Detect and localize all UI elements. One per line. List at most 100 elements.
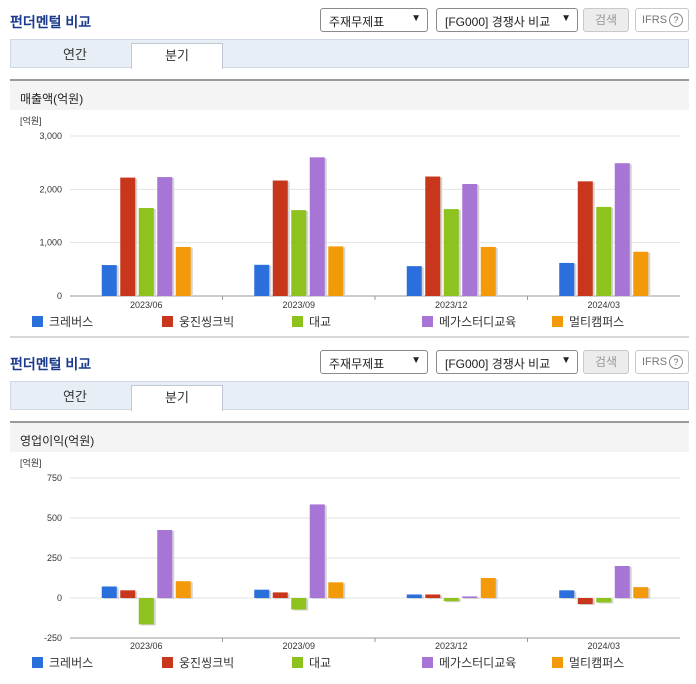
legend-item[interactable]: 멀티캠퍼스 bbox=[552, 654, 624, 671]
legend-item[interactable]: 웅진씽크빅 bbox=[162, 654, 234, 671]
legend-label: 크레버스 bbox=[49, 656, 94, 670]
x-tick-label: 2023/06 bbox=[130, 641, 163, 651]
compare-select[interactable]: [FG000] 경쟁사 비교 ▼ bbox=[436, 8, 578, 32]
ifrs-help-button[interactable]: IFRS ? bbox=[635, 350, 689, 374]
legend-swatch bbox=[292, 316, 303, 327]
legend-item[interactable]: 메가스터디교육 bbox=[422, 654, 516, 671]
bar-크레버스 bbox=[254, 264, 270, 296]
question-icon: ? bbox=[669, 13, 683, 27]
bar-멀티캠퍼스 bbox=[480, 246, 496, 296]
y-tick-label: 250 bbox=[47, 553, 62, 563]
legend-label: 웅진씽크빅 bbox=[179, 315, 235, 329]
bar-웅진씽크빅 bbox=[120, 590, 136, 598]
legend-item[interactable]: 웅진씽크빅 bbox=[162, 313, 234, 330]
tab-quarterly[interactable]: 분기 bbox=[131, 43, 223, 69]
bar-크레버스 bbox=[101, 265, 117, 296]
bar-멀티캠퍼스 bbox=[480, 578, 496, 598]
compare-select-value: [FG000] 경쟁사 비교 bbox=[445, 357, 551, 371]
bar-대교 bbox=[291, 598, 307, 610]
x-tick-label: 2023/09 bbox=[282, 641, 315, 651]
chart-legend: 크레버스 웅진씽크빅 대교 메가스터디교육 멀티캠퍼스 bbox=[32, 654, 682, 670]
legend-item[interactable]: 대교 bbox=[292, 313, 331, 330]
search-button[interactable]: 검색 bbox=[583, 350, 629, 374]
chevron-down-icon: ▼ bbox=[561, 13, 571, 24]
legend-label: 대교 bbox=[309, 656, 332, 670]
sales-bar-chart: [억원] 0 1,000 2,000 3,000 2023/06 2023/09 2023/1… bbox=[20, 115, 680, 310]
bar-대교 bbox=[291, 210, 307, 296]
chevron-down-icon: ▼ bbox=[411, 13, 421, 24]
chevron-down-icon: ▼ bbox=[561, 355, 571, 366]
bar-멀티캠퍼스 bbox=[633, 251, 649, 296]
bar-멀티캠퍼스 bbox=[633, 587, 649, 598]
divider bbox=[10, 336, 689, 338]
y-tick-label: 3,000 bbox=[39, 131, 62, 141]
legend-swatch bbox=[162, 657, 173, 668]
legend-label: 대교 bbox=[309, 315, 332, 329]
period-tabs: 연간 분기 bbox=[10, 381, 689, 411]
period-tabs: 연간 분기 bbox=[10, 39, 689, 69]
legend-item[interactable]: 크레버스 bbox=[32, 313, 93, 330]
statement-select[interactable]: 주재무제표 ▼ bbox=[320, 350, 428, 374]
bar-크레버스 bbox=[406, 594, 422, 598]
bar-메가스터디교육 bbox=[614, 566, 630, 598]
bar-대교 bbox=[138, 208, 154, 296]
legend-label: 메가스터디교육 bbox=[439, 315, 517, 329]
y-tick-label: 0 bbox=[57, 593, 62, 603]
panel-header: 펀더멘털 비교 주재무제표 ▼ [FG000] 경쟁사 비교 ▼ 검색 IFRS… bbox=[0, 0, 696, 40]
bar-크레버스 bbox=[559, 590, 575, 598]
legend-label: 멀티캠퍼스 bbox=[569, 315, 625, 329]
panel-header: 펀더멘털 비교 주재무제표 ▼ [FG000] 경쟁사 비교 ▼ 검색 IFRS… bbox=[0, 342, 696, 382]
x-tick-label: 2023/09 bbox=[282, 300, 315, 310]
ifrs-label: IFRS bbox=[642, 356, 668, 368]
bar-메가스터디교육 bbox=[309, 157, 325, 296]
legend-swatch bbox=[422, 657, 433, 668]
y-tick-label: 0 bbox=[57, 291, 62, 301]
bar-대교 bbox=[596, 206, 612, 296]
legend-item[interactable]: 대교 bbox=[292, 654, 331, 671]
legend-item[interactable]: 멀티캠퍼스 bbox=[552, 313, 624, 330]
legend-swatch bbox=[422, 316, 433, 327]
tab-quarterly[interactable]: 분기 bbox=[131, 385, 223, 411]
bar-웅진씽크빅 bbox=[425, 594, 441, 598]
tab-annual[interactable]: 연간 bbox=[63, 47, 87, 62]
compare-select[interactable]: [FG000] 경쟁사 비교 ▼ bbox=[436, 350, 578, 374]
bar-메가스터디교육 bbox=[462, 184, 478, 296]
bar-대교 bbox=[443, 209, 459, 296]
ifrs-help-button[interactable]: IFRS ? bbox=[635, 8, 689, 32]
operating-profit-bar-chart: [억원] -250 0 250 500 750 2023/06 2023/09 2023/12 2… bbox=[20, 457, 680, 651]
panel-title: 펀더멘털 비교 bbox=[10, 14, 92, 30]
chart-legend: 크레버스 웅진씽크빅 대교 메가스터디교육 멀티캠퍼스 bbox=[32, 313, 682, 329]
x-tick-label: 2023/06 bbox=[130, 300, 163, 310]
x-tick-label: 2023/12 bbox=[435, 641, 468, 651]
statement-select[interactable]: 주재무제표 ▼ bbox=[320, 8, 428, 32]
unit-label: [억원] bbox=[20, 115, 42, 126]
bar-대교 bbox=[596, 598, 612, 603]
legend-swatch bbox=[292, 657, 303, 668]
unit-label: [억원] bbox=[20, 457, 42, 468]
y-tick-label: -250 bbox=[44, 633, 62, 643]
legend-item[interactable]: 메가스터디교육 bbox=[422, 313, 516, 330]
y-tick-label: 750 bbox=[47, 473, 62, 483]
bar-크레버스 bbox=[101, 586, 117, 598]
chevron-down-icon: ▼ bbox=[411, 355, 421, 366]
metric-label: 영업이익(억원) bbox=[10, 421, 689, 452]
bar-대교 bbox=[138, 598, 154, 625]
y-tick-label: 2,000 bbox=[39, 184, 62, 194]
bar-웅진씽크빅 bbox=[272, 180, 288, 296]
legend-item[interactable]: 크레버스 bbox=[32, 654, 93, 671]
bar-웅진씽크빅 bbox=[577, 598, 593, 605]
metric-label: 매출액(억원) bbox=[10, 79, 689, 110]
statement-select-value: 주재무제표 bbox=[329, 15, 385, 29]
statement-select-value: 주재무제표 bbox=[329, 357, 385, 371]
bar-크레버스 bbox=[254, 589, 270, 598]
bar-멀티캠퍼스 bbox=[328, 246, 344, 296]
legend-label: 메가스터디교육 bbox=[439, 656, 517, 670]
bar-메가스터디교육 bbox=[309, 504, 325, 598]
bar-크레버스 bbox=[559, 262, 575, 296]
bar-메가스터디교육 bbox=[614, 163, 630, 296]
legend-swatch bbox=[32, 657, 43, 668]
tab-annual[interactable]: 연간 bbox=[63, 389, 87, 404]
compare-select-value: [FG000] 경쟁사 비교 bbox=[445, 15, 551, 29]
legend-swatch bbox=[552, 316, 563, 327]
search-button[interactable]: 검색 bbox=[583, 8, 629, 32]
